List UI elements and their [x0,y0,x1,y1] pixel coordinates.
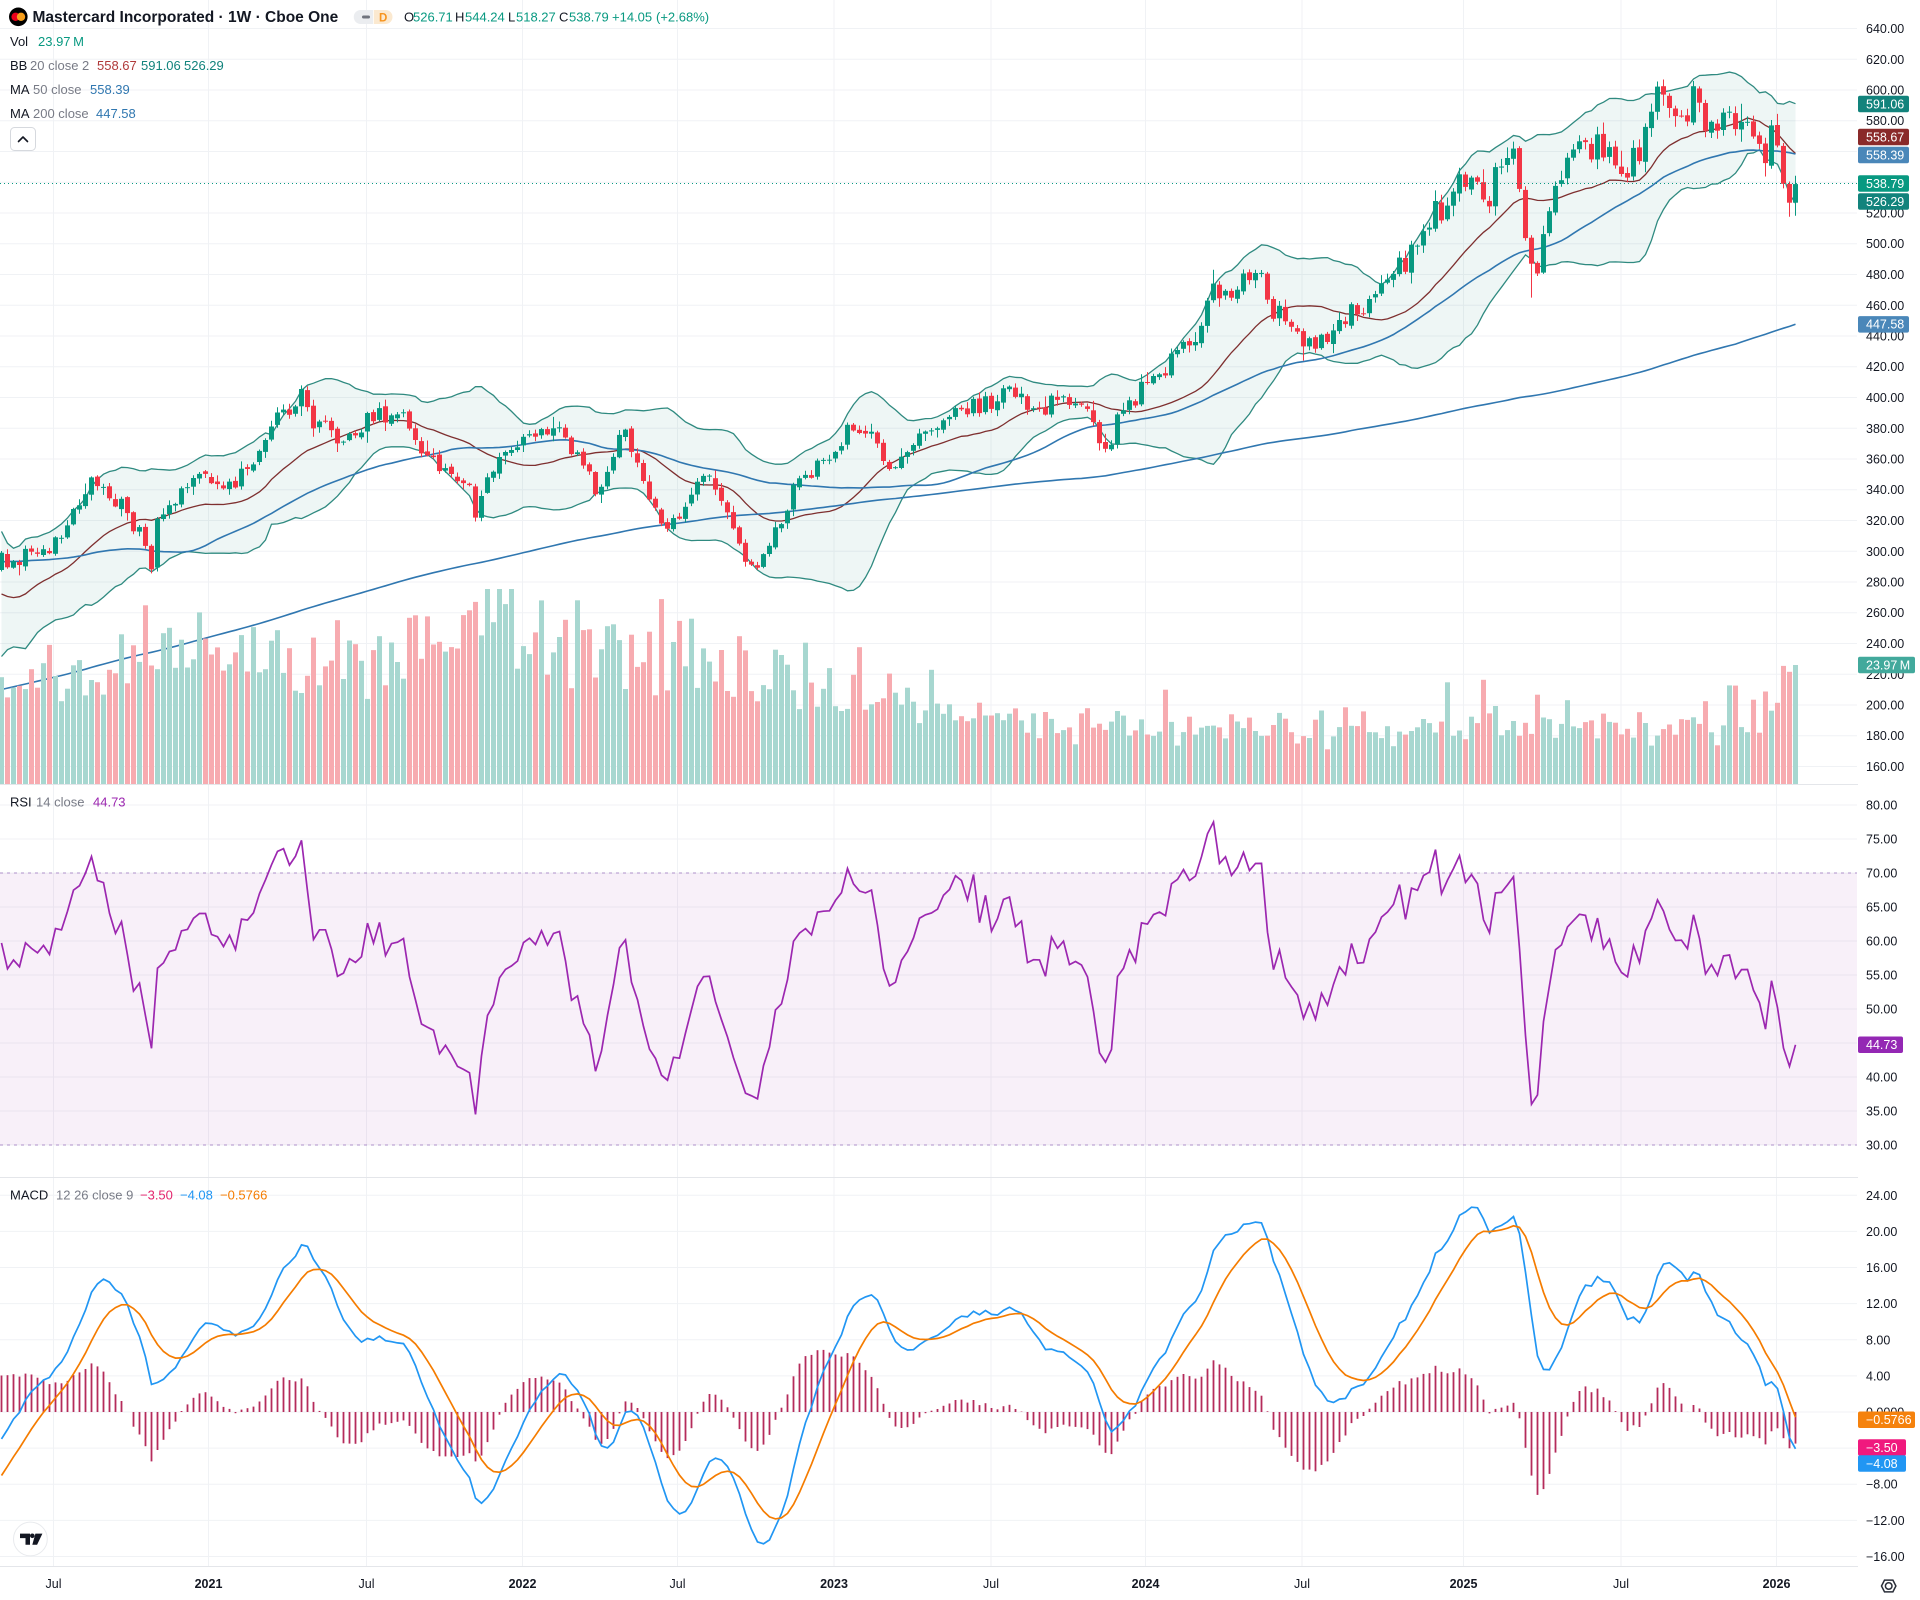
svg-text:44.73: 44.73 [93,795,126,810]
svg-text:35.00: 35.00 [1866,1105,1897,1119]
svg-text:70.00: 70.00 [1866,867,1897,881]
svg-text:D: D [379,13,387,25]
svg-text:558.67: 558.67 [97,58,137,73]
svg-text:30.00: 30.00 [1866,1139,1897,1153]
svg-text:75.00: 75.00 [1866,833,1897,847]
svg-text:23.97 M: 23.97 M [1866,658,1910,672]
svg-text:4.00: 4.00 [1866,1369,1890,1383]
svg-text:558.67: 558.67 [1866,130,1904,144]
svg-text:380.00: 380.00 [1866,422,1904,436]
svg-text:BB: BB [10,58,27,73]
svg-text:MACD: MACD [10,1188,48,1203]
svg-text:MA: MA [10,82,30,97]
svg-text:12.00: 12.00 [1866,1297,1897,1311]
svg-text:538.79: 538.79 [569,10,609,25]
svg-text:40.00: 40.00 [1866,1071,1897,1085]
svg-text:16.00: 16.00 [1866,1261,1897,1275]
svg-text:12 26 close 9: 12 26 close 9 [56,1188,133,1203]
svg-text:360.00: 360.00 [1866,453,1904,467]
svg-text:24.00: 24.00 [1866,1189,1897,1203]
svg-text:MA: MA [10,106,30,121]
svg-text:50 close: 50 close [33,82,81,97]
svg-text:80.00: 80.00 [1866,799,1897,813]
svg-text:2024: 2024 [1132,1577,1160,1591]
svg-text:580.00: 580.00 [1866,114,1904,128]
svg-text:300.00: 300.00 [1866,545,1904,559]
svg-text:Jul: Jul [1294,1577,1310,1591]
svg-text:−0.5766: −0.5766 [220,1188,267,1203]
svg-text:RSI: RSI [10,795,32,810]
svg-text:620.00: 620.00 [1866,53,1904,67]
svg-text:320.00: 320.00 [1866,514,1904,528]
svg-text:−12.00: −12.00 [1866,1514,1905,1528]
svg-text:400.00: 400.00 [1866,391,1904,405]
svg-text:Jul: Jul [359,1577,375,1591]
svg-text:Jul: Jul [1613,1577,1629,1591]
svg-text:−4.08: −4.08 [1866,1457,1898,1471]
svg-text:44.73: 44.73 [1866,1038,1897,1052]
svg-text:2021: 2021 [195,1577,223,1591]
svg-text:591.06: 591.06 [1866,97,1904,111]
svg-text:Jul: Jul [983,1577,999,1591]
svg-text:200.00: 200.00 [1866,699,1904,713]
svg-text:14 close: 14 close [36,795,84,810]
svg-text:H: H [455,10,464,25]
svg-text:2022: 2022 [509,1577,537,1591]
svg-text:C: C [559,10,568,25]
svg-text:−4.08: −4.08 [180,1188,213,1203]
svg-text:447.58: 447.58 [96,106,136,121]
svg-text:480.00: 480.00 [1866,268,1904,282]
svg-text:526.29: 526.29 [184,58,224,73]
svg-text:240.00: 240.00 [1866,637,1904,651]
svg-text:8.00: 8.00 [1866,1333,1890,1347]
svg-text:538.79: 538.79 [1866,177,1904,191]
svg-text:L: L [508,10,515,25]
svg-text:O: O [404,10,414,25]
svg-text:−0.5766: −0.5766 [1866,1413,1912,1427]
svg-text:526.71: 526.71 [413,10,453,25]
svg-text:518.27: 518.27 [516,10,556,25]
svg-text:−3.50: −3.50 [1866,1441,1898,1455]
svg-text:−8.00: −8.00 [1866,1478,1898,1492]
svg-text:460.00: 460.00 [1866,299,1904,313]
svg-text:−16.00: −16.00 [1866,1550,1905,1564]
svg-text:526.29: 526.29 [1866,195,1904,209]
svg-text:420.00: 420.00 [1866,360,1904,374]
svg-text:Mastercard Incorporated · 1W ·: Mastercard Incorporated · 1W · Cboe One [33,9,339,26]
svg-text:500.00: 500.00 [1866,237,1904,251]
svg-text:544.24: 544.24 [465,10,505,25]
svg-text:Jul: Jul [46,1577,62,1591]
svg-text:447.58: 447.58 [1866,318,1904,332]
svg-text:−3.50: −3.50 [140,1188,173,1203]
svg-text:(+2.68%): (+2.68%) [656,10,709,25]
svg-text:591.06: 591.06 [141,58,181,73]
svg-text:200 close: 200 close [33,106,89,121]
svg-text:Vol: Vol [10,34,28,49]
svg-text:Jul: Jul [670,1577,686,1591]
svg-text:2025: 2025 [1450,1577,1478,1591]
svg-text:558.39: 558.39 [90,82,130,97]
svg-text:23.97 M: 23.97 M [38,34,84,49]
svg-text:340.00: 340.00 [1866,483,1904,497]
svg-text:260.00: 260.00 [1866,606,1904,620]
svg-text:65.00: 65.00 [1866,901,1897,915]
svg-text:+14.05: +14.05 [612,10,652,25]
svg-text:558.39: 558.39 [1866,148,1904,162]
svg-text:2023: 2023 [820,1577,848,1591]
svg-text:160.00: 160.00 [1866,760,1904,774]
svg-text:440.00: 440.00 [1866,330,1904,344]
svg-text:20.00: 20.00 [1866,1225,1897,1239]
svg-text:20 close 2: 20 close 2 [30,58,89,73]
svg-text:280.00: 280.00 [1866,576,1904,590]
svg-text:55.00: 55.00 [1866,969,1897,983]
svg-text:2026: 2026 [1763,1577,1791,1591]
svg-text:520.00: 520.00 [1866,207,1904,221]
svg-text:50.00: 50.00 [1866,1003,1897,1017]
svg-text:640.00: 640.00 [1866,22,1904,36]
svg-text:60.00: 60.00 [1866,935,1897,949]
svg-text:600.00: 600.00 [1866,84,1904,98]
svg-text:180.00: 180.00 [1866,729,1904,743]
